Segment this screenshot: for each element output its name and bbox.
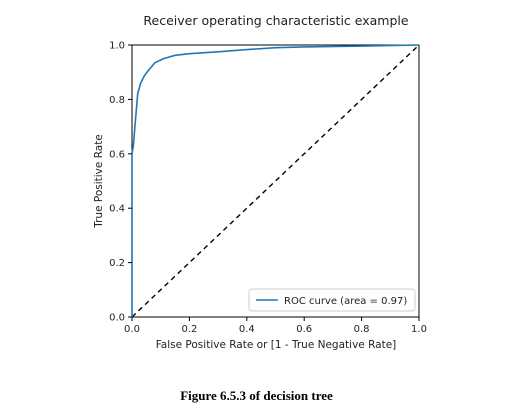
- y-tick-label: 0.0: [109, 313, 125, 324]
- x-tick-label: 0.6: [296, 324, 312, 335]
- roc-chart: Receiver operating characteristic exampl…: [93, 13, 427, 351]
- legend-label: ROC curve (area = 0.97): [284, 296, 407, 307]
- chance-diagonal-line: [131, 44, 420, 318]
- y-tick-label: 0.8: [109, 95, 125, 106]
- chart-lines: [131, 44, 420, 318]
- legend-box: [248, 288, 416, 312]
- x-axis: 0.0 0.2 0.4 0.6 0.8 1.0: [124, 317, 427, 335]
- x-axis-label: False Positive Rate or [1 - True Negativ…: [156, 339, 397, 351]
- x-tick-label: 0.4: [239, 324, 255, 335]
- y-tick-label: 0.6: [109, 149, 125, 160]
- y-axis-label: True Positive Rate: [93, 134, 105, 229]
- series-line-0: [131, 44, 420, 317]
- x-tick-label: 0.2: [181, 324, 197, 335]
- x-tick-label: 0.0: [124, 324, 140, 335]
- y-tick-label: 0.4: [109, 204, 125, 215]
- figure-caption: Figure 6.5.3 of decision tree: [180, 388, 333, 403]
- y-tick-label: 0.2: [109, 258, 125, 269]
- x-tick-label: 1.0: [411, 324, 427, 335]
- y-tick-label: 1.0: [109, 41, 125, 52]
- legend: ROC curve (area = 0.97): [248, 288, 416, 312]
- plot-area: [131, 44, 420, 318]
- chart-title: Receiver operating characteristic exampl…: [143, 13, 409, 28]
- y-axis: 0.0 0.2 0.4 0.6 0.8 1.0: [109, 41, 132, 324]
- x-tick-label: 0.8: [354, 324, 370, 335]
